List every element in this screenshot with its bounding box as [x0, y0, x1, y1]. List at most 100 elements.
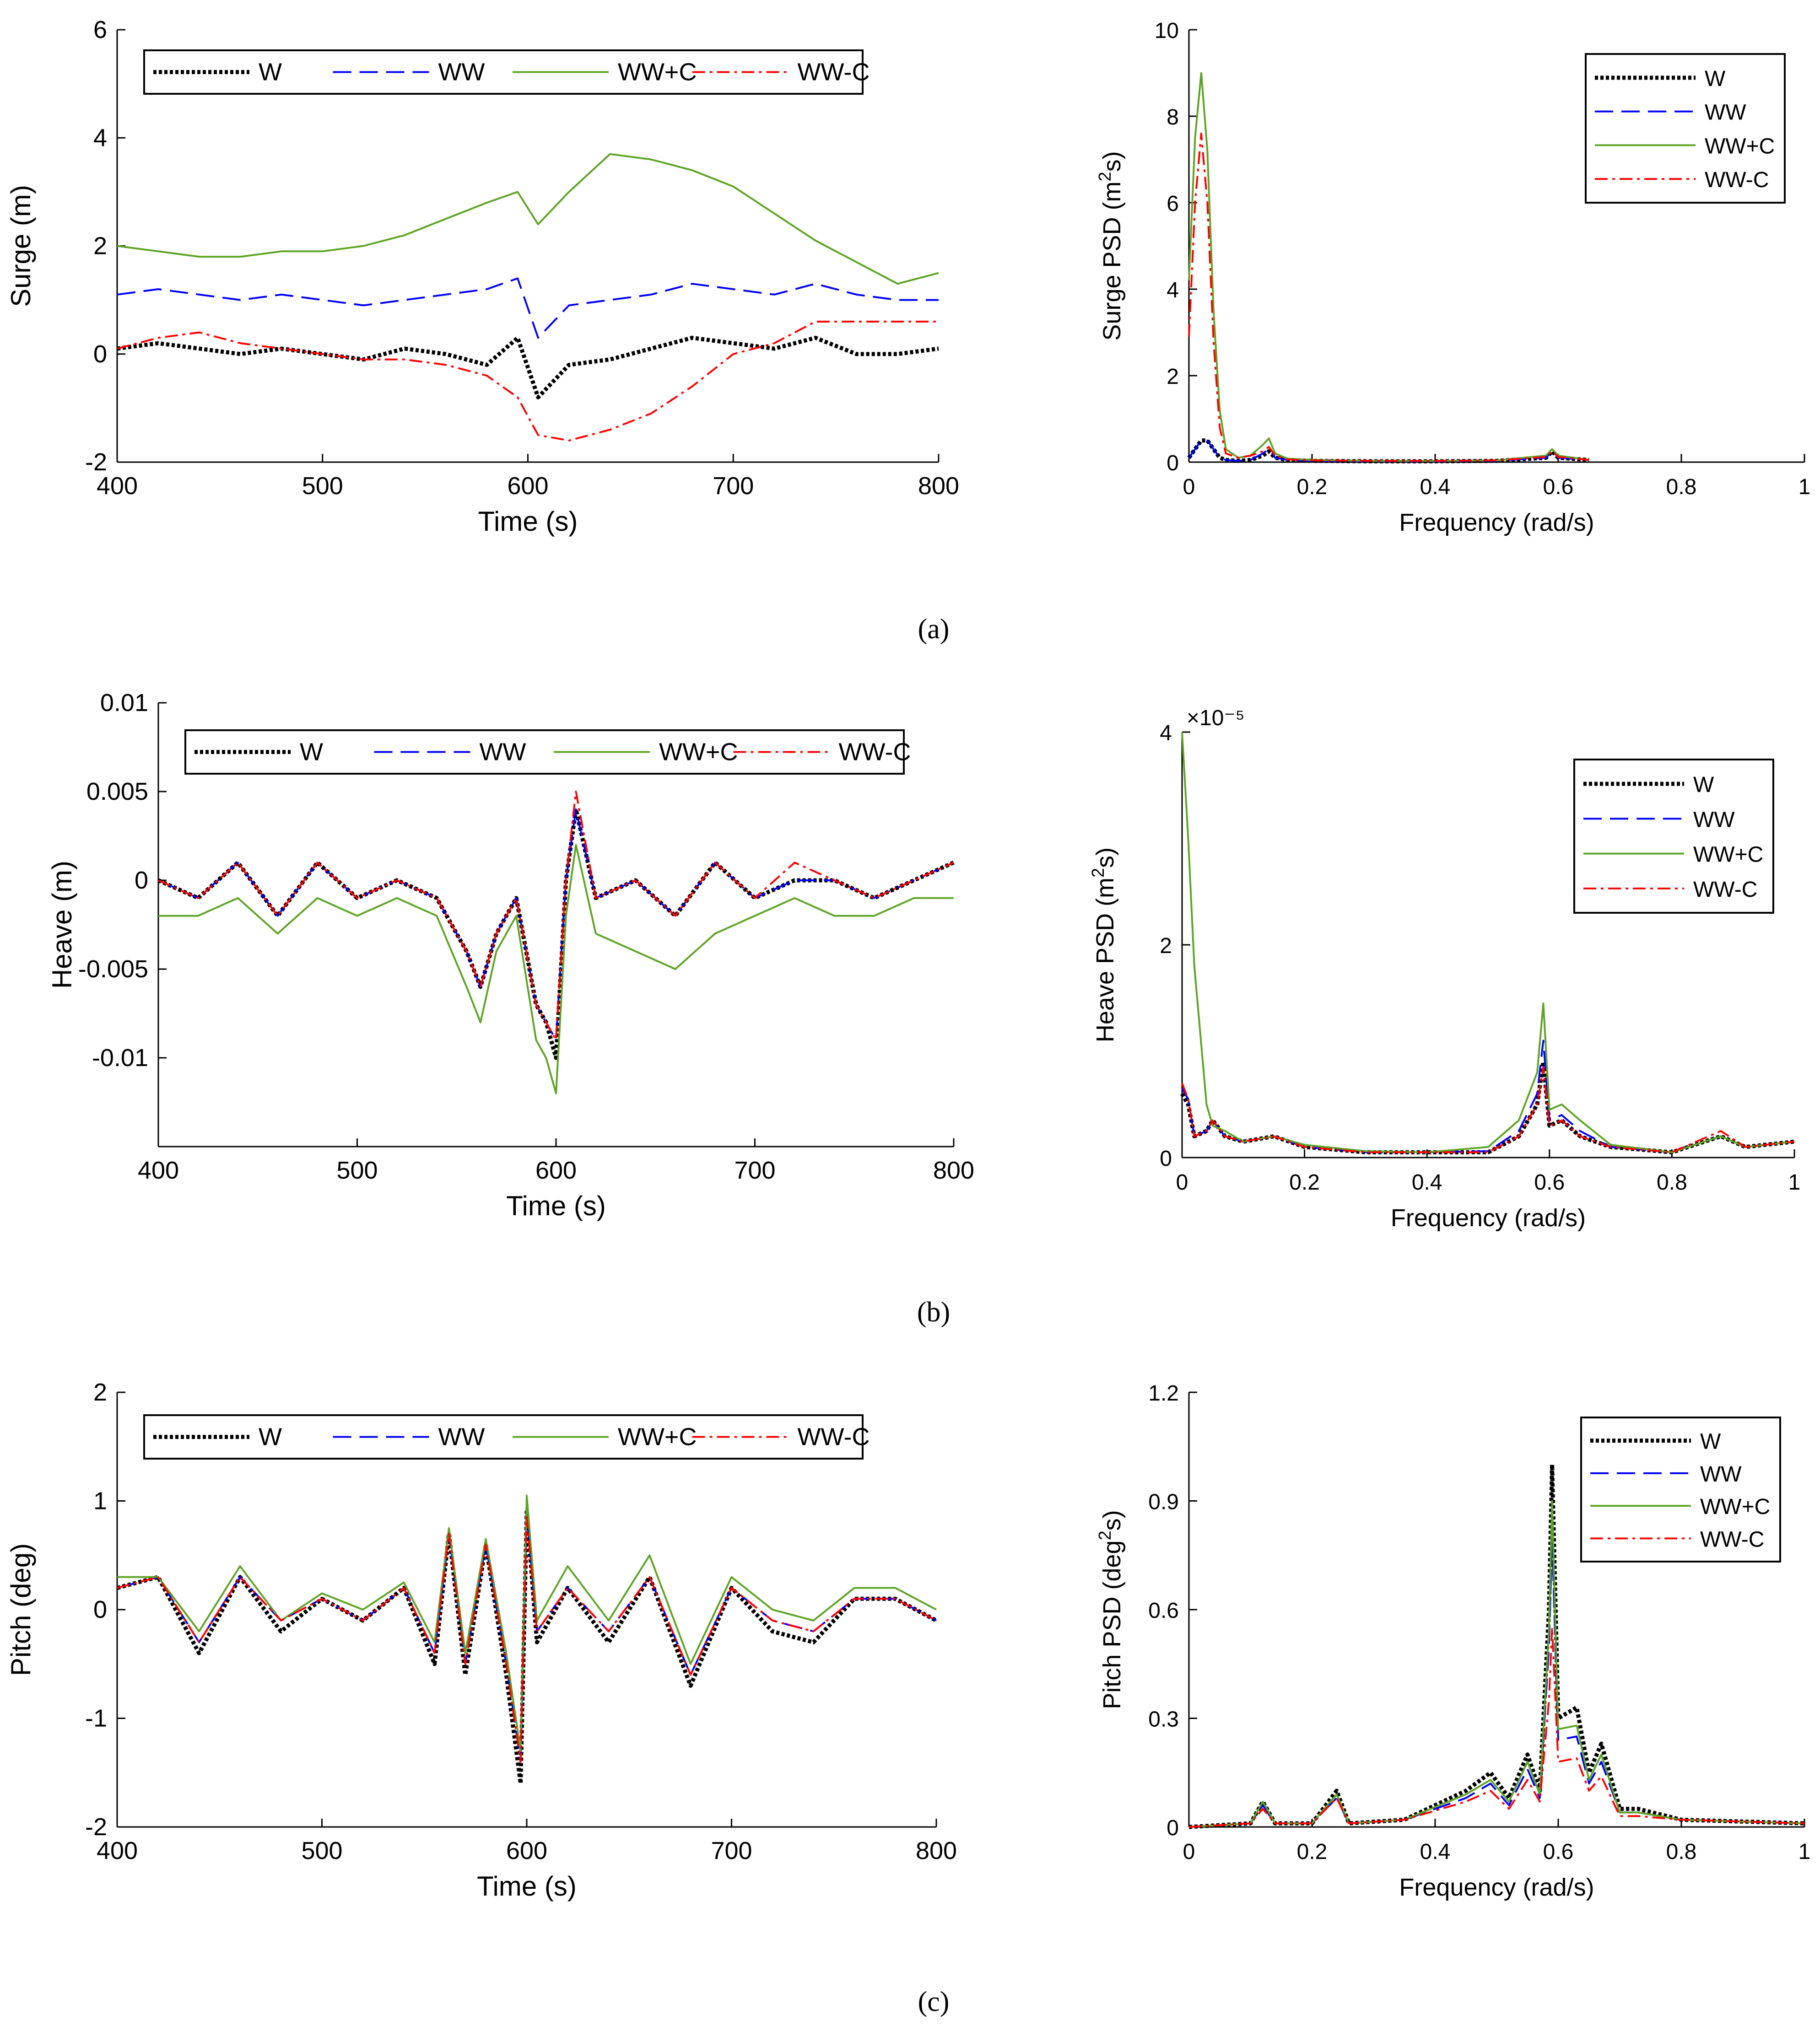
x-tick-label: 0.6	[1543, 475, 1574, 499]
x-tick-label: 1	[1798, 475, 1811, 499]
x-tick-label: 0.8	[1666, 475, 1697, 499]
legend-label-ww: WW	[438, 1423, 485, 1451]
series-line-ww-c	[158, 791, 954, 1041]
y-tick-label: 0	[1167, 1816, 1179, 1840]
x-tick-label: 0.6	[1543, 1840, 1574, 1864]
chart-pitch_psd: 0 0.2 0.4 0.6 0.8 1 0 0.3 0.6 0.9 1.2 Frequency (ra…	[1096, 1381, 1810, 1901]
x-tick-label: 500	[302, 472, 343, 500]
y-tick-label: 0.9	[1148, 1490, 1179, 1514]
y-tick-label: 0.6	[1148, 1599, 1179, 1623]
y-tick-label: 2	[93, 1379, 107, 1406]
y-tick-label: 2	[1160, 934, 1172, 958]
y-axis-label: Pitch (deg)	[5, 1543, 36, 1676]
legend-box	[143, 49, 864, 95]
series-line-wwplusc	[1181, 732, 1795, 1153]
x-tick-label: 600	[506, 1837, 547, 1864]
x-tick-label: 700	[711, 1837, 752, 1864]
x-tick-label: 800	[933, 1157, 974, 1184]
legend-label-w: W	[1700, 1430, 1721, 1454]
panel-label-c: (c)	[918, 1986, 950, 2017]
x-axis-label: Frequency (rad/s)	[1399, 1874, 1594, 1901]
legend-label-ww: WW	[1705, 101, 1746, 125]
panel-label-b: (b)	[917, 1297, 950, 1328]
series-line-w	[116, 1509, 938, 1786]
x-tick-label: 800	[918, 472, 959, 500]
legend-box	[143, 1414, 864, 1460]
chart-pitch_time: 400 500 600 700 800 -2 -1 0 1 2 Time (s) Pitch (deg…	[5, 1379, 957, 1902]
legend-label-wwplusc: WW+C	[1705, 134, 1775, 158]
series-line-wwplusc	[117, 1494, 937, 1752]
y-axis-label: Heave (m)	[47, 861, 77, 989]
x-axis-label: Time (s)	[477, 1871, 577, 1902]
x-tick-label: 500	[336, 1157, 378, 1184]
x-tick-label: 0	[1176, 1170, 1188, 1195]
legend-label-w: W	[259, 59, 282, 86]
x-tick-label: 500	[301, 1837, 342, 1864]
y-tick-label: 1	[93, 1487, 107, 1515]
y-tick-label: 6	[1167, 192, 1179, 216]
legend-box	[184, 729, 905, 775]
legend-label-w: W	[1693, 773, 1714, 797]
legend-label-ww-c: WW-C	[839, 738, 911, 766]
y-axis-label: Heave PSD (m2s)	[1089, 847, 1119, 1042]
y-tick-label: 6	[93, 16, 107, 43]
y-tick-label: -1	[85, 1705, 107, 1732]
y-tick-label: -0.005	[78, 955, 148, 983]
series-line-ww-c	[117, 320, 939, 442]
x-tick-label: 400	[97, 472, 138, 500]
series-line-ww	[117, 277, 939, 339]
y-tick-label: 4	[93, 124, 107, 151]
y-tick-label: 0	[93, 340, 107, 368]
legend-label-ww: WW	[1693, 808, 1735, 832]
x-axis-label: Time (s)	[506, 1191, 606, 1221]
series-line-ww-c	[1188, 132, 1589, 462]
y-tick-label: 2	[93, 232, 107, 260]
x-tick-label: 0.2	[1297, 475, 1328, 499]
y-tick-label: 10	[1155, 19, 1179, 43]
y-tick-label: -2	[85, 448, 107, 476]
x-axis-label: Time (s)	[478, 506, 578, 537]
y-tick-label: 4	[1167, 278, 1179, 302]
y-tick-label: 0	[1167, 451, 1179, 475]
legend-label-wwplusc: WW+C	[1693, 843, 1763, 867]
series-line-w	[1187, 438, 1589, 463]
y-exponent-label: ×10⁻⁵	[1187, 706, 1245, 730]
x-tick-label: 700	[734, 1157, 775, 1184]
legend-label-ww-c: WW-C	[798, 59, 870, 86]
legend-label-ww-c: WW-C	[1693, 878, 1757, 902]
y-tick-label: 1.2	[1148, 1381, 1179, 1406]
legend-label-ww: WW	[1700, 1462, 1742, 1487]
series-line-w	[1188, 1462, 1805, 1829]
chart-heave_time: 400 500 600 700 800 -0.01 -0.005 0 0.005 0.01 Time…	[47, 689, 974, 1221]
legend-label-ww: WW	[480, 738, 526, 766]
x-axis-label: Frequency (rad/s)	[1399, 509, 1594, 536]
y-axis-label: Surge PSD (m2s)	[1096, 151, 1126, 340]
y-axis-label: Pitch PSD (deg2s)	[1096, 1510, 1126, 1709]
series-line-ww-c	[1188, 1627, 1805, 1828]
legend-label-wwplusc: WW+C	[618, 1423, 697, 1451]
y-tick-label: 0	[1160, 1147, 1172, 1171]
y-tick-label: 2	[1167, 365, 1179, 389]
y-tick-label: 0.3	[1148, 1708, 1179, 1732]
series-line-ww	[1188, 439, 1589, 463]
x-tick-label: 0.8	[1666, 1840, 1697, 1864]
x-tick-label: 0	[1183, 1840, 1195, 1864]
series-line-ww-c	[117, 1516, 937, 1763]
x-tick-label: 0.2	[1297, 1840, 1328, 1864]
y-tick-label: 0	[93, 1596, 107, 1623]
series-line-wwplusc	[1188, 72, 1589, 462]
legend-label-ww-c: WW-C	[1700, 1527, 1764, 1552]
x-tick-label: 0	[1183, 475, 1195, 499]
legend-label-w: W	[259, 1423, 282, 1451]
legend-label-ww-c: WW-C	[798, 1423, 870, 1451]
legend-label-w: W	[1705, 67, 1726, 91]
chart-heave_psd: 0 0.2 0.4 0.6 0.8 1 0 2 4 Frequency (rad/s) Heave …	[1089, 706, 1800, 1232]
legend-label-wwplusc: WW+C	[659, 738, 738, 766]
